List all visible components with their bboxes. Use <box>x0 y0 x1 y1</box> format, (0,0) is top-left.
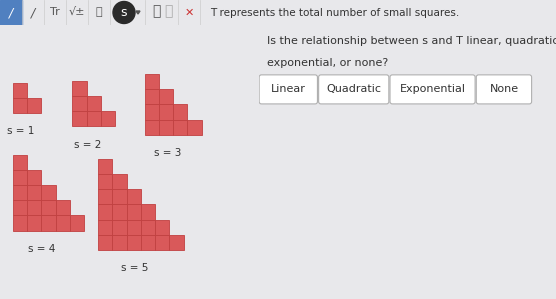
Bar <box>27 97 41 113</box>
Text: s = 1: s = 1 <box>7 126 34 136</box>
Text: s = 2: s = 2 <box>74 140 102 150</box>
Text: Quadratic: Quadratic <box>326 84 381 94</box>
Bar <box>98 205 112 219</box>
Bar <box>72 81 87 96</box>
Bar <box>56 216 70 231</box>
Bar <box>13 83 27 97</box>
Bar <box>98 174 112 189</box>
Bar <box>56 200 70 216</box>
Bar <box>173 120 187 135</box>
Bar <box>141 235 155 250</box>
Bar <box>70 216 84 231</box>
Bar <box>98 159 112 174</box>
Bar <box>112 205 127 219</box>
Bar <box>98 189 112 205</box>
Bar <box>159 120 173 135</box>
Text: Tr: Tr <box>50 7 60 17</box>
Bar <box>127 189 141 205</box>
Bar <box>173 104 187 120</box>
Bar <box>72 111 87 126</box>
Text: ✕: ✕ <box>184 7 193 18</box>
Text: T represents the total number of small squares.: T represents the total number of small s… <box>210 7 459 18</box>
Text: exponential, or none?: exponential, or none? <box>267 58 389 68</box>
Bar <box>159 89 173 104</box>
Bar <box>87 111 101 126</box>
Bar <box>0 0 22 25</box>
Polygon shape <box>136 11 140 14</box>
Bar <box>112 235 127 250</box>
Text: /: / <box>9 6 13 19</box>
Bar <box>27 200 41 216</box>
Circle shape <box>113 1 135 24</box>
Bar <box>127 219 141 235</box>
Bar <box>13 155 27 170</box>
Bar <box>41 200 56 216</box>
Text: Is the relationship between s and T linear, quadratic,: Is the relationship between s and T line… <box>267 36 556 46</box>
Text: Linear: Linear <box>271 84 306 94</box>
Bar <box>72 96 87 111</box>
Bar <box>13 200 27 216</box>
Bar <box>112 189 127 205</box>
Bar <box>27 170 41 185</box>
Bar <box>127 205 141 219</box>
Bar <box>27 185 41 200</box>
Bar <box>112 219 127 235</box>
Bar <box>13 216 27 231</box>
Bar <box>155 235 170 250</box>
Bar <box>27 216 41 231</box>
Text: ⌢: ⌢ <box>152 4 160 18</box>
Text: s = 3: s = 3 <box>155 148 182 158</box>
Text: ꜱ: ꜱ <box>121 6 127 19</box>
Bar <box>98 235 112 250</box>
Text: s = 4: s = 4 <box>28 244 55 254</box>
FancyBboxPatch shape <box>390 75 475 104</box>
Text: √±: √± <box>69 7 85 17</box>
Text: None: None <box>489 84 519 94</box>
FancyBboxPatch shape <box>319 75 389 104</box>
Bar <box>159 104 173 120</box>
Bar <box>98 219 112 235</box>
Bar <box>13 97 27 113</box>
FancyBboxPatch shape <box>476 75 532 104</box>
Bar <box>101 111 115 126</box>
Bar <box>145 89 159 104</box>
Bar <box>187 120 202 135</box>
Bar <box>145 104 159 120</box>
Text: ⌢: ⌢ <box>164 4 172 18</box>
Bar <box>141 219 155 235</box>
Bar <box>41 185 56 200</box>
Bar <box>112 174 127 189</box>
Bar <box>13 185 27 200</box>
Bar <box>127 235 141 250</box>
Text: s = 5: s = 5 <box>121 263 148 273</box>
FancyBboxPatch shape <box>259 75 317 104</box>
Bar <box>170 235 183 250</box>
Bar <box>145 74 159 89</box>
Text: /: / <box>31 6 35 19</box>
Text: 🖇: 🖇 <box>96 7 102 17</box>
Bar <box>87 96 101 111</box>
Bar <box>13 170 27 185</box>
Text: Exponential: Exponential <box>400 84 465 94</box>
Bar <box>145 120 159 135</box>
Bar <box>41 216 56 231</box>
Bar <box>141 205 155 219</box>
Bar <box>155 219 170 235</box>
